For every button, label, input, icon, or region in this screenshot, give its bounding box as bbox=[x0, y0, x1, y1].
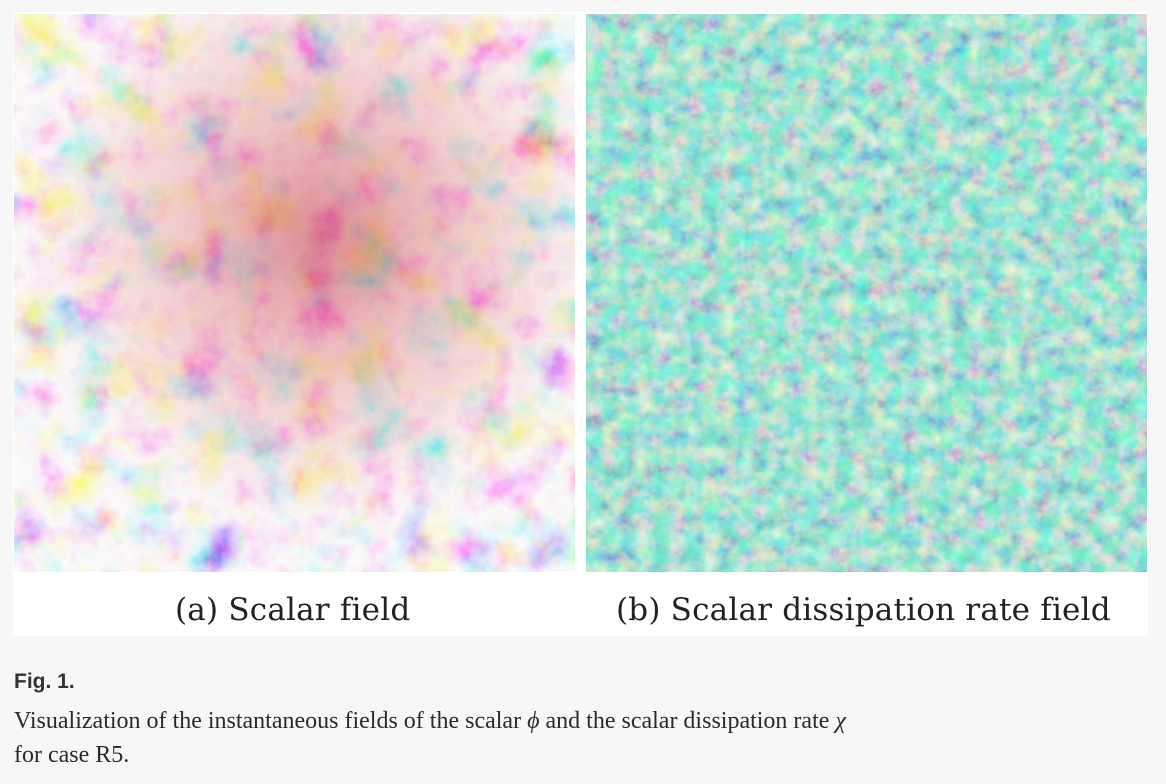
figure-label: Fig. 1. bbox=[14, 670, 75, 693]
subcaption-b: (b) Scalar dissipation rate field bbox=[616, 592, 1111, 628]
figure: (a) Scalar field (b) Scalar dissipation … bbox=[13, 12, 1148, 636]
caption-text-line2: for case R5. bbox=[14, 742, 130, 768]
caption-text-part: and the scalar dissipation rate bbox=[539, 708, 836, 734]
subcaption-a: (a) Scalar field bbox=[175, 592, 411, 628]
scalar-dissipation-rate-image bbox=[586, 14, 1147, 572]
caption-text-part: Visualization of the instantaneous field… bbox=[14, 708, 528, 734]
phi-symbol: ϕ bbox=[527, 708, 540, 734]
figure-caption: Visualization of the instantaneous field… bbox=[14, 704, 1114, 772]
chi-symbol: χ bbox=[835, 708, 846, 734]
scalar-field-image bbox=[14, 14, 575, 572]
